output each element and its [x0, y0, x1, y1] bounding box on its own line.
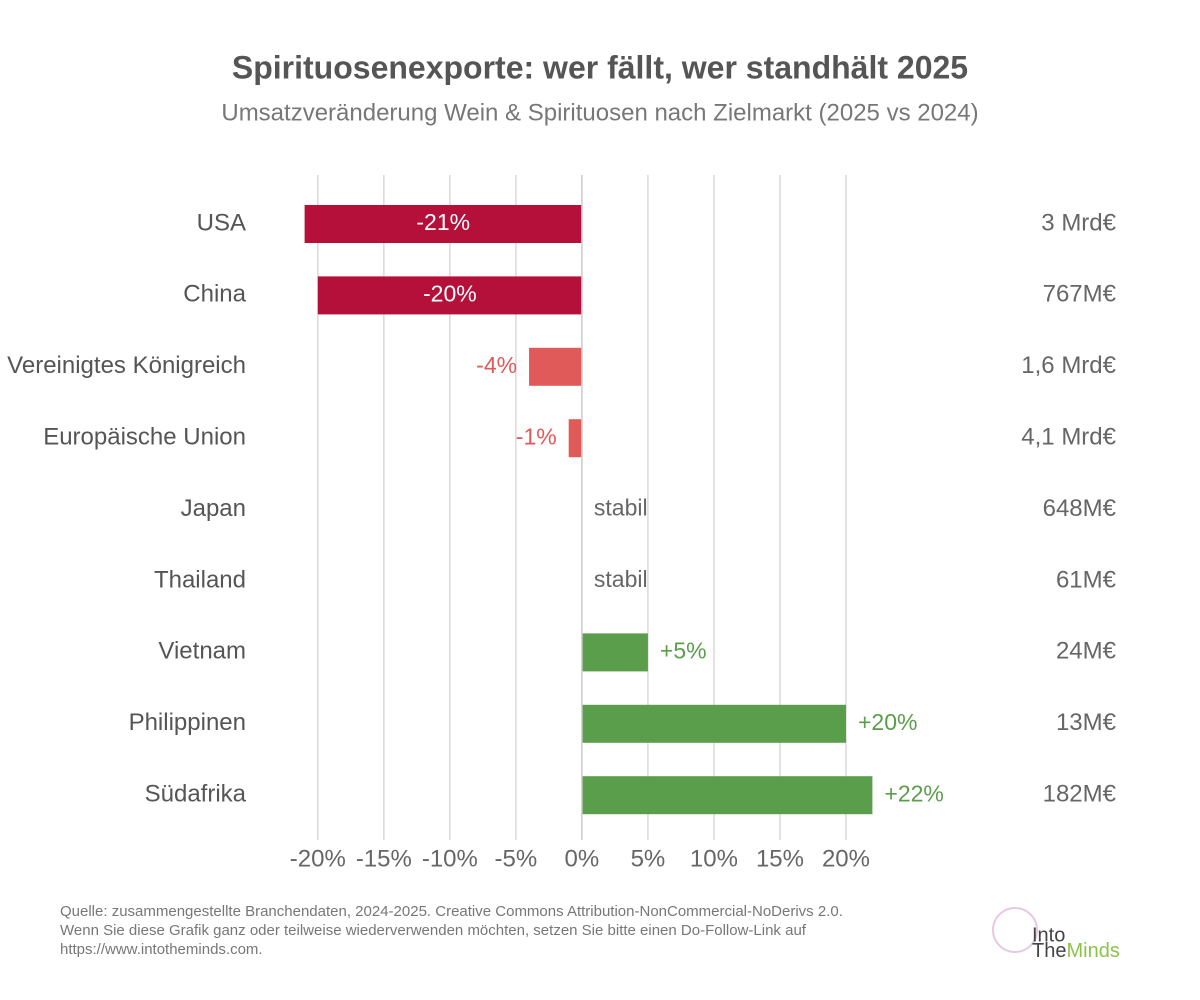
y-tick-label: China — [183, 281, 246, 308]
bar — [317, 276, 582, 315]
logo-text: Minds — [1066, 940, 1119, 962]
chart-title: Spirituosenexporte: wer fällt, wer stand… — [232, 49, 968, 85]
value-label: stabil — [594, 566, 648, 592]
x-tick-label: -10% — [422, 845, 478, 872]
logo-text: The — [1032, 940, 1066, 962]
bar — [581, 704, 846, 743]
y-tick-label: Südafrika — [145, 781, 247, 808]
market-size: 1,6 Mrd€ — [1021, 352, 1116, 379]
market-size: 182M€ — [1043, 781, 1117, 808]
market-size: 4,1 Mrd€ — [1021, 424, 1116, 451]
x-tick-label: 0% — [565, 845, 600, 872]
y-tick-label: Japan — [181, 495, 246, 522]
chart-subtitle: Umsatzveränderung Wein & Spirituosen nac… — [221, 99, 978, 126]
value-label: -1% — [516, 423, 557, 449]
value-label: -4% — [476, 352, 517, 378]
value-label: -21% — [416, 209, 470, 235]
value-label: +22% — [884, 780, 943, 806]
market-size: 648M€ — [1043, 495, 1117, 522]
value-label: +20% — [858, 709, 917, 735]
y-tick-label: USA — [197, 209, 246, 236]
bar — [304, 205, 582, 243]
value-label: -20% — [423, 280, 477, 306]
logo-text: TheMinds — [1032, 940, 1120, 962]
y-tick-label: Europäische Union — [43, 424, 246, 451]
logo-icon — [992, 907, 1038, 953]
x-tick-label: 5% — [631, 845, 666, 872]
x-tick-label: 20% — [822, 845, 870, 872]
value-label: stabil — [594, 495, 648, 521]
bar — [581, 633, 648, 672]
x-tick-label: -5% — [495, 845, 538, 872]
market-size: 3 Mrd€ — [1041, 209, 1116, 236]
source-line: https://www.intotheminds.com. — [60, 941, 263, 958]
source-line: Quelle: zusammengestellte Branchendaten,… — [60, 903, 843, 920]
x-tick-label: -20% — [290, 845, 346, 872]
bar — [568, 419, 582, 458]
x-tick-label: -15% — [356, 845, 412, 872]
bar — [529, 347, 582, 386]
bar — [581, 776, 873, 815]
y-tick-label: Vereinigtes Königreich — [7, 352, 246, 379]
market-size: 61M€ — [1056, 566, 1117, 593]
value-label: +5% — [660, 637, 707, 663]
logo-text: Into — [1032, 924, 1065, 946]
y-tick-label: Thailand — [154, 566, 246, 593]
market-size: 24M€ — [1056, 638, 1117, 665]
y-tick-label: Philippinen — [129, 709, 246, 736]
x-tick-label: 15% — [756, 845, 804, 872]
market-size: 13M€ — [1056, 709, 1117, 736]
y-tick-label: Vietnam — [158, 638, 246, 665]
x-tick-label: 10% — [690, 845, 738, 872]
source-line: Wenn Sie diese Grafik ganz oder teilweis… — [60, 922, 807, 939]
market-size: 767M€ — [1043, 281, 1117, 308]
